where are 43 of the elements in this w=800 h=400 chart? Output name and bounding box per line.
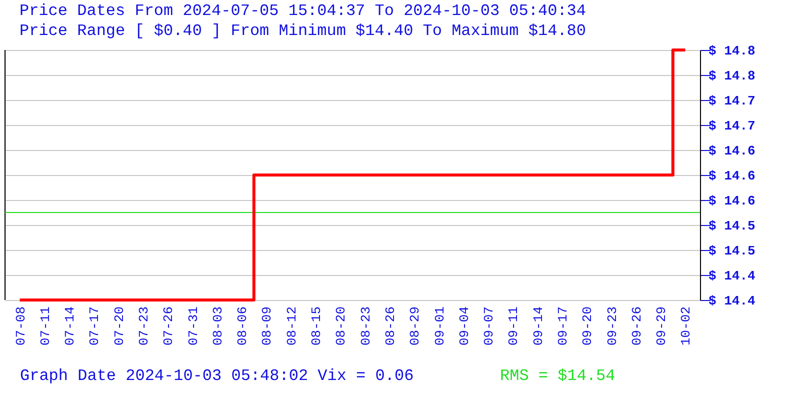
y-tick-label: $ 14.7 xyxy=(708,94,756,108)
x-tick-label: 09-23 xyxy=(604,306,620,346)
x-tick-label: 08-29 xyxy=(408,306,423,346)
text: Price Range [ $0.40 ] From Minimum $14.40 To Maximum $14.80 xyxy=(20,22,586,40)
x-tick-label: 08-15 xyxy=(309,306,324,346)
x-tick-label: 08-23 xyxy=(358,306,374,346)
x-tick-label: 07-26 xyxy=(161,306,176,346)
y-tick-label: $ 14.5 xyxy=(708,244,756,258)
x-tick-label: 09-20 xyxy=(580,306,596,346)
y-tick-label: $ 14.6 xyxy=(708,194,756,208)
x-tick-label: 07-14 xyxy=(62,306,78,346)
x-tick-label: 09-11 xyxy=(506,306,522,346)
y-tick-label: $ 14.4 xyxy=(708,294,756,308)
x-tick-label: 07-17 xyxy=(87,306,102,346)
x-tick-label: 09-17 xyxy=(555,306,570,346)
x-tick-label: 07-08 xyxy=(13,306,28,346)
ref-line-label: RMS = $14.54 xyxy=(500,367,616,385)
x-tick-label: 09-14 xyxy=(530,306,546,346)
x-tick-label: 09-01 xyxy=(432,306,448,346)
x-tick-label: 08-20 xyxy=(334,306,349,346)
y-tick-label: $ 14.6 xyxy=(708,144,756,158)
x-tick-label: 08-12 xyxy=(284,306,300,346)
y-tick-label: $ 14.8 xyxy=(708,68,756,84)
y-tick-label: $ 14.7 xyxy=(708,118,756,134)
x-tick-label: 10-02 xyxy=(678,306,694,346)
y-tick-label: $ 14.5 xyxy=(708,218,756,234)
x-tick-label: 09-26 xyxy=(629,306,644,346)
x-tick-label: 08-26 xyxy=(382,306,398,346)
x-tick-label: 08-06 xyxy=(235,306,250,346)
x-tick-label: 07-20 xyxy=(112,306,127,346)
x-tick-label: 07-23 xyxy=(136,306,152,346)
x-tick-label: 09-29 xyxy=(654,306,670,346)
x-tick-label: 09-07 xyxy=(482,306,497,346)
y-tick-label: $ 14.4 xyxy=(708,268,756,284)
y-tick-label: $ 14.8 xyxy=(708,44,756,58)
x-tick-label: 07-31 xyxy=(186,306,201,346)
x-tick-label: 08-09 xyxy=(260,306,275,346)
text: Price Dates From 2024-07-05 15:04:37 To 2024-10-03 05:40:34 xyxy=(20,2,586,20)
x-tick-label: 08-03 xyxy=(210,306,226,346)
x-tick-label: 09-04 xyxy=(456,306,472,346)
text: Graph Date 2024-10-03 05:48:02 Vix = 0.06 xyxy=(20,367,414,385)
y-tick-label: $ 14.6 xyxy=(708,168,756,184)
x-tick-label: 07-11 xyxy=(38,306,53,346)
